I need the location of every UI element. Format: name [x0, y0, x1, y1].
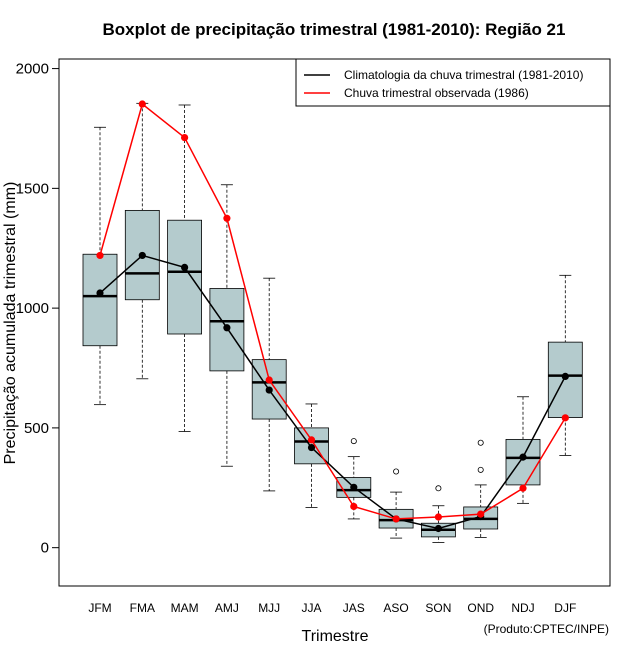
x-tick-label: JAS: [343, 601, 365, 615]
y-tick-label: 1000: [16, 300, 49, 317]
x-axis: JFM FMA MAM AMJ MJJ JJA JAS ASO SON OND NDJ DJF: [88, 601, 576, 615]
credit-label: (Produto:CPTEC/INPE): [484, 622, 609, 636]
legend-box: [295, 58, 611, 107]
x-tick-label: AMJ: [215, 601, 239, 615]
outlier-point: [393, 468, 400, 475]
outlier-point: [477, 466, 484, 473]
x-tick-label: FMA: [130, 601, 155, 615]
series-point-1: [307, 436, 316, 444]
series-point-1: [350, 502, 358, 511]
series-line-1: [99, 102, 566, 520]
legend-label-observed: Chuva trimestral observada (1986): [344, 86, 529, 100]
x-tick-label: ASO: [383, 601, 408, 615]
series-point-1: [265, 376, 273, 384]
series-point-0: [181, 263, 189, 272]
outlier-point: [350, 438, 357, 445]
x-tick-label: SON: [425, 601, 451, 615]
y-tick-label: 0: [41, 540, 49, 557]
y-tick-label: 500: [24, 420, 49, 437]
y-axis-label: Precipitação acumulada trimestral (mm): [2, 182, 19, 465]
outlier-point: [435, 485, 442, 492]
y-axis: 0 500 1000 1500 2000: [16, 61, 60, 557]
series-point-0: [307, 443, 316, 452]
legend-label-climatology: Climatologia da chuva trimestral (1981-2…: [344, 68, 583, 82]
x-tick-label: JFM: [88, 601, 111, 615]
series-point-1: [181, 133, 189, 142]
series-point-0: [223, 324, 231, 332]
series-point-0: [96, 289, 104, 297]
series-point-1: [477, 510, 485, 518]
box-iqr: [167, 219, 203, 335]
series-point-0: [265, 386, 273, 394]
series-point-0: [434, 524, 442, 533]
series-point-0: [350, 483, 358, 491]
x-tick-label: OND: [467, 601, 494, 615]
series-point-1: [138, 100, 146, 108]
box-iqr: [82, 253, 118, 347]
series-point-1: [519, 484, 527, 492]
series-point-1: [96, 251, 104, 260]
x-tick-label: DJF: [554, 601, 576, 615]
boxes-layer: [82, 102, 583, 543]
y-tick-label: 1500: [16, 180, 49, 197]
chart-title: Boxplot de precipitação trimestral (1981…: [103, 20, 566, 39]
outlier-point: [477, 439, 484, 446]
series-point-0: [519, 453, 527, 461]
x-axis-label: Trimestre: [302, 628, 369, 645]
x-tick-label: NDJ: [511, 601, 534, 615]
box-iqr: [505, 438, 541, 486]
plot-frame: [58, 58, 611, 587]
series-point-1: [392, 515, 400, 523]
legend: Climatologia da chuva trimestral (1981-2…: [295, 58, 611, 107]
series-layer: [96, 100, 569, 533]
y-tick-label: 2000: [16, 61, 49, 78]
series-point-1: [434, 513, 442, 521]
series-point-1: [223, 214, 231, 222]
series-point-0: [561, 372, 569, 380]
series-point-0: [138, 251, 146, 260]
series-line-0: [99, 254, 566, 530]
x-tick-label: JJA: [301, 601, 321, 615]
x-tick-label: MJJ: [258, 601, 280, 615]
x-tick-label: MAM: [171, 601, 199, 615]
series-point-1: [561, 414, 569, 422]
